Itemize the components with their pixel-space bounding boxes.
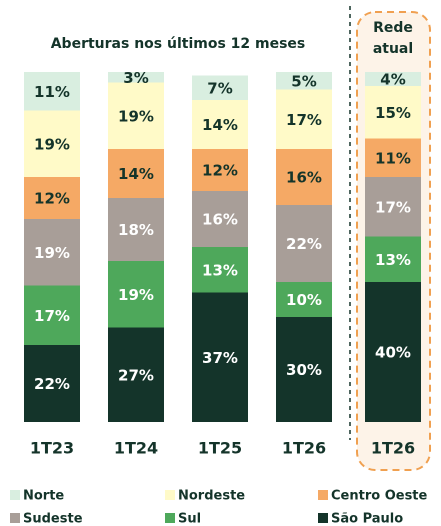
value-label: 11% xyxy=(375,149,411,167)
bar-segment xyxy=(108,198,164,261)
x-tick-label: 1T26 xyxy=(282,439,326,458)
bar-segment xyxy=(365,282,421,422)
value-label: 27% xyxy=(118,366,154,384)
value-label: 40% xyxy=(375,344,411,362)
bar-segment xyxy=(24,219,80,286)
bar-segment xyxy=(24,72,80,111)
value-label: 16% xyxy=(202,211,238,229)
bar-segment xyxy=(24,285,80,345)
bar-segment xyxy=(108,82,164,149)
bar-segment xyxy=(192,247,248,293)
bar-segment xyxy=(276,72,332,90)
value-label: 7% xyxy=(207,79,232,97)
bar-segment xyxy=(108,327,164,422)
legend-label: Nordeste xyxy=(178,489,245,504)
bar-segment xyxy=(24,110,80,177)
value-label: 11% xyxy=(34,83,70,101)
legend-swatch xyxy=(10,490,20,500)
value-label: 5% xyxy=(291,72,316,90)
legend-swatch xyxy=(165,490,175,500)
bar-segment xyxy=(276,317,332,422)
bar-segment xyxy=(192,191,248,247)
x-tick-label: 1T26 xyxy=(371,439,415,458)
value-label: 22% xyxy=(286,235,322,253)
x-tick-label: 1T25 xyxy=(198,439,242,458)
bar-segment xyxy=(24,345,80,422)
bar-segment xyxy=(365,72,421,86)
bar-segment xyxy=(365,138,421,177)
value-label: 30% xyxy=(286,361,322,379)
legend-label: São Paulo xyxy=(331,512,403,526)
bar-segment xyxy=(276,89,332,149)
chart-title: Aberturas nos últimos 12 meses xyxy=(51,36,306,52)
bar-segment xyxy=(365,177,421,237)
bar-segment xyxy=(192,292,248,422)
legend-swatch xyxy=(318,513,328,523)
x-tick-label: 1T24 xyxy=(114,439,158,458)
value-label: 22% xyxy=(34,375,70,393)
value-label: 4% xyxy=(380,71,405,89)
annotation: atual xyxy=(373,41,413,57)
value-label: 18% xyxy=(118,221,154,239)
bar-segment xyxy=(108,72,164,83)
value-label: 19% xyxy=(34,135,70,153)
value-label: 17% xyxy=(375,198,411,216)
value-label: 14% xyxy=(118,165,154,183)
bar-segment xyxy=(365,236,421,282)
value-label: 19% xyxy=(34,244,70,262)
value-label: 3% xyxy=(123,69,148,87)
value-label: 13% xyxy=(202,261,238,279)
legend-swatch xyxy=(318,490,328,500)
legend-label: Sudeste xyxy=(23,512,83,526)
value-label: 17% xyxy=(286,111,322,129)
bar-segment xyxy=(276,282,332,317)
bar-segment xyxy=(24,177,80,219)
annotation: Rede xyxy=(373,20,413,36)
legend-label: Centro Oeste xyxy=(331,489,428,504)
x-tick-label: 1T23 xyxy=(30,439,74,458)
value-label: 17% xyxy=(34,307,70,325)
value-label: 16% xyxy=(286,169,322,187)
value-label: 12% xyxy=(202,162,238,180)
legend-label: Sul xyxy=(178,512,201,526)
bar-segment xyxy=(192,149,248,191)
value-label: 19% xyxy=(118,286,154,304)
value-label: 10% xyxy=(286,291,322,309)
value-label: 19% xyxy=(118,107,154,125)
legend-swatch xyxy=(165,513,175,523)
bar-segment xyxy=(276,205,332,282)
bar-segment xyxy=(192,100,248,149)
value-label: 15% xyxy=(375,104,411,122)
bar-segment xyxy=(276,149,332,205)
value-label: 14% xyxy=(202,116,238,134)
bar-segment xyxy=(365,86,421,139)
bar-segment xyxy=(192,75,248,100)
value-label: 37% xyxy=(202,349,238,367)
value-label: 13% xyxy=(375,251,411,269)
legend-label: Norte xyxy=(23,489,64,504)
legend-swatch xyxy=(10,513,20,523)
bar-segment xyxy=(108,149,164,198)
bar-segment xyxy=(108,261,164,328)
value-label: 12% xyxy=(34,190,70,208)
